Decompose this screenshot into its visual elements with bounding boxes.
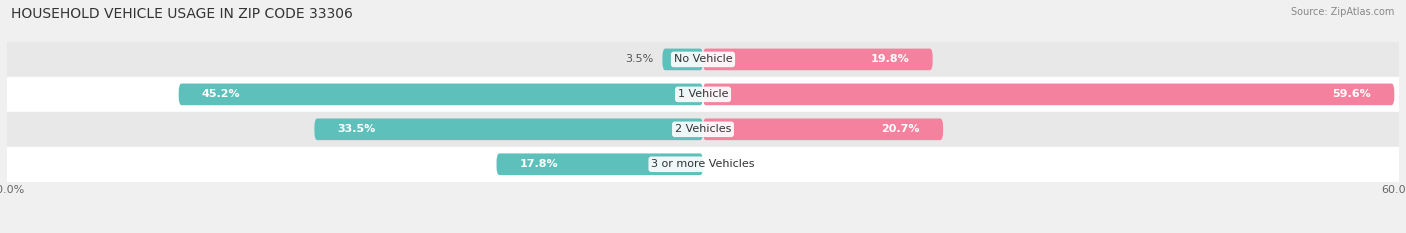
Text: 20.7%: 20.7% xyxy=(882,124,920,134)
Text: Source: ZipAtlas.com: Source: ZipAtlas.com xyxy=(1291,7,1395,17)
Text: HOUSEHOLD VEHICLE USAGE IN ZIP CODE 33306: HOUSEHOLD VEHICLE USAGE IN ZIP CODE 3330… xyxy=(11,7,353,21)
Text: 45.2%: 45.2% xyxy=(202,89,240,99)
Bar xyxy=(7,147,1399,182)
Bar xyxy=(7,77,1399,112)
Text: 59.6%: 59.6% xyxy=(1333,89,1371,99)
FancyBboxPatch shape xyxy=(496,154,703,175)
Text: 19.8%: 19.8% xyxy=(870,55,910,64)
FancyBboxPatch shape xyxy=(315,118,703,140)
Text: 1 Vehicle: 1 Vehicle xyxy=(678,89,728,99)
Text: 2 Vehicles: 2 Vehicles xyxy=(675,124,731,134)
FancyBboxPatch shape xyxy=(703,118,943,140)
Text: 17.8%: 17.8% xyxy=(520,159,558,169)
Legend: Owner-occupied, Renter-occupied: Owner-occupied, Renter-occupied xyxy=(581,230,825,233)
Bar xyxy=(7,112,1399,147)
FancyBboxPatch shape xyxy=(662,49,703,70)
FancyBboxPatch shape xyxy=(703,84,1395,105)
Bar xyxy=(7,42,1399,77)
Text: 33.5%: 33.5% xyxy=(337,124,375,134)
Text: No Vehicle: No Vehicle xyxy=(673,55,733,64)
FancyBboxPatch shape xyxy=(179,84,703,105)
Text: 3.5%: 3.5% xyxy=(624,55,654,64)
Text: 3 or more Vehicles: 3 or more Vehicles xyxy=(651,159,755,169)
Text: 0.0%: 0.0% xyxy=(713,159,741,169)
FancyBboxPatch shape xyxy=(703,49,932,70)
